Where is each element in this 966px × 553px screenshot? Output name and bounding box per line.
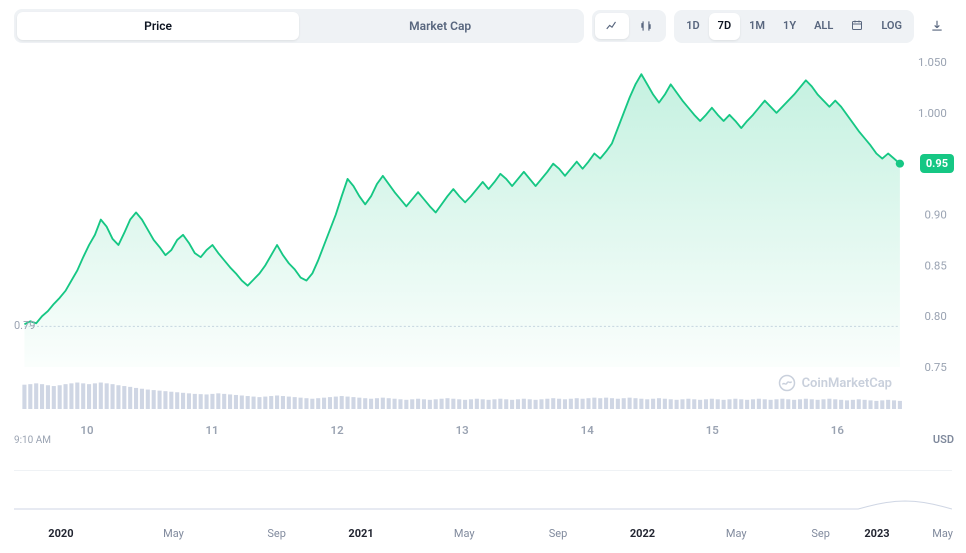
brush-tick: 2020 bbox=[48, 527, 73, 540]
toolbar: Price Market Cap 1D 7D 1M 1Y ALL LOG bbox=[0, 0, 966, 52]
svg-text:11: 11 bbox=[205, 424, 218, 437]
price-chart[interactable]: 0.75 0.80 0.85 0.90 0.95 1.000 1.050 10 11 12 13 1… bbox=[14, 52, 952, 452]
svg-text:14: 14 bbox=[581, 424, 595, 437]
range-7d[interactable]: 7D bbox=[709, 13, 740, 40]
svg-text:1.050: 1.050 bbox=[918, 56, 947, 69]
tab-price[interactable]: Price bbox=[17, 12, 299, 40]
svg-text:13: 13 bbox=[456, 424, 469, 437]
calendar-icon[interactable] bbox=[842, 13, 872, 40]
svg-text:0.75: 0.75 bbox=[924, 361, 946, 374]
svg-text:1.000: 1.000 bbox=[918, 107, 947, 120]
brush-tick: 2022 bbox=[630, 527, 655, 540]
range-1d[interactable]: 1D bbox=[677, 13, 708, 40]
brush-tick: May bbox=[932, 527, 953, 540]
line-chart-icon[interactable] bbox=[595, 13, 629, 39]
svg-text:0.80: 0.80 bbox=[924, 310, 946, 323]
brush-tick: 2021 bbox=[348, 527, 373, 540]
log-toggle[interactable]: LOG bbox=[872, 13, 911, 40]
brush-tick: Sep bbox=[811, 527, 830, 540]
x-start-time: 9:10 AM bbox=[14, 435, 51, 446]
brush-tick: May bbox=[454, 527, 475, 540]
candlestick-icon[interactable] bbox=[629, 13, 663, 39]
svg-text:0.85: 0.85 bbox=[924, 260, 946, 273]
range-1y[interactable]: 1Y bbox=[774, 13, 805, 40]
time-range-group: 1D 7D 1M 1Y ALL LOG bbox=[674, 10, 914, 43]
brush-tick: Sep bbox=[267, 527, 286, 540]
svg-text:16: 16 bbox=[831, 424, 844, 437]
range-all[interactable]: ALL bbox=[805, 13, 842, 40]
tab-market-cap[interactable]: Market Cap bbox=[299, 12, 581, 40]
brush-tick: 2023 bbox=[864, 527, 889, 540]
svg-text:10: 10 bbox=[80, 424, 93, 437]
svg-text:15: 15 bbox=[706, 424, 719, 437]
watermark: CoinMarketCap bbox=[778, 374, 892, 392]
download-icon[interactable] bbox=[922, 11, 952, 41]
current-price-badge: 0.95 bbox=[920, 154, 954, 173]
brush-tick: May bbox=[726, 527, 747, 540]
currency-label: USD bbox=[933, 433, 954, 446]
start-price-label: 0.79 bbox=[14, 319, 35, 332]
watermark-text: CoinMarketCap bbox=[802, 376, 892, 391]
range-1m[interactable]: 1M bbox=[740, 13, 774, 40]
chart-style-group bbox=[592, 10, 666, 42]
svg-text:0.90: 0.90 bbox=[924, 209, 946, 222]
time-brush[interactable]: 2020 May Sep 2021 May Sep 2022 May Sep 2023 May bbox=[14, 470, 952, 540]
svg-text:12: 12 bbox=[331, 424, 344, 437]
brush-tick: Sep bbox=[549, 527, 568, 540]
brush-tick: May bbox=[163, 527, 184, 540]
metric-tabs: Price Market Cap bbox=[14, 9, 584, 43]
